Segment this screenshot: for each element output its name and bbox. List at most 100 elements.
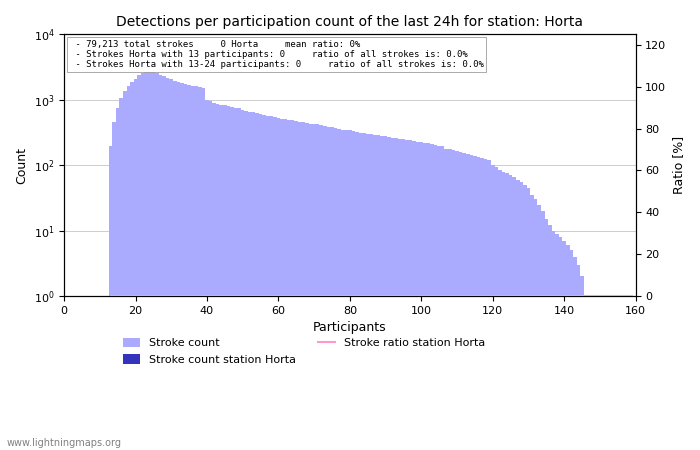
Bar bbox=[566, 245, 570, 450]
Bar bbox=[516, 180, 519, 450]
Bar bbox=[487, 160, 491, 450]
Bar bbox=[548, 225, 552, 450]
Bar bbox=[577, 265, 580, 450]
Bar bbox=[423, 143, 426, 450]
Bar bbox=[523, 185, 526, 450]
Bar bbox=[176, 81, 180, 450]
Bar bbox=[244, 111, 248, 450]
Bar bbox=[230, 107, 234, 450]
Bar bbox=[405, 140, 409, 450]
Bar bbox=[266, 116, 270, 450]
Bar bbox=[387, 137, 391, 450]
Bar bbox=[559, 237, 562, 450]
Bar bbox=[162, 76, 166, 450]
Bar bbox=[202, 88, 205, 450]
Bar bbox=[220, 105, 223, 450]
Bar bbox=[426, 144, 430, 450]
Bar bbox=[580, 276, 584, 450]
Bar bbox=[180, 83, 183, 450]
Bar bbox=[366, 134, 370, 450]
Bar bbox=[316, 125, 319, 450]
Bar bbox=[166, 78, 169, 450]
Bar bbox=[251, 112, 256, 450]
Bar bbox=[430, 144, 434, 450]
Bar bbox=[491, 165, 494, 450]
Bar bbox=[409, 140, 412, 450]
Bar bbox=[341, 130, 344, 450]
Bar bbox=[545, 219, 548, 450]
Bar bbox=[123, 91, 127, 450]
Bar bbox=[130, 81, 134, 450]
Bar bbox=[209, 101, 212, 450]
Bar bbox=[584, 296, 587, 450]
Bar bbox=[295, 121, 298, 450]
Y-axis label: Ratio [%]: Ratio [%] bbox=[672, 136, 685, 194]
Bar bbox=[330, 127, 334, 450]
Bar bbox=[377, 135, 380, 450]
Bar bbox=[484, 159, 487, 450]
Bar bbox=[494, 166, 498, 450]
Bar bbox=[509, 176, 512, 450]
Bar bbox=[555, 234, 559, 450]
Bar bbox=[270, 116, 273, 450]
Bar bbox=[470, 155, 473, 450]
Bar bbox=[120, 99, 123, 450]
Bar bbox=[363, 133, 366, 450]
Bar bbox=[519, 182, 523, 450]
Bar bbox=[298, 122, 302, 450]
Bar bbox=[416, 142, 419, 450]
Bar bbox=[355, 132, 359, 450]
Bar bbox=[463, 153, 466, 450]
Bar bbox=[262, 115, 266, 450]
Bar bbox=[212, 103, 216, 450]
Bar bbox=[323, 126, 327, 450]
Bar bbox=[276, 118, 280, 450]
Bar bbox=[434, 145, 438, 450]
Bar bbox=[256, 113, 259, 450]
Bar bbox=[205, 100, 209, 450]
Bar bbox=[148, 71, 152, 450]
Bar bbox=[155, 73, 159, 450]
Bar bbox=[112, 122, 116, 450]
Text: - 79,213 total strokes     0 Horta     mean ratio: 0%
 - Strokes Horta with 13 p: - 79,213 total strokes 0 Horta mean rati… bbox=[70, 40, 484, 69]
Bar bbox=[466, 154, 470, 450]
Bar bbox=[195, 86, 198, 450]
Bar bbox=[458, 152, 463, 450]
Bar bbox=[541, 211, 545, 450]
Bar bbox=[127, 86, 130, 450]
Bar bbox=[438, 145, 441, 450]
Bar bbox=[241, 110, 244, 450]
Bar bbox=[305, 123, 309, 450]
Bar bbox=[502, 171, 505, 450]
Title: Detections per participation count of the last 24h for station: Horta: Detections per participation count of th… bbox=[116, 15, 583, 29]
Bar bbox=[570, 250, 573, 450]
Bar bbox=[473, 156, 477, 450]
Bar bbox=[291, 120, 295, 450]
Bar bbox=[237, 108, 241, 450]
Bar bbox=[141, 73, 144, 450]
Bar bbox=[419, 142, 423, 450]
Bar bbox=[134, 79, 137, 450]
Bar bbox=[398, 139, 402, 450]
Bar bbox=[227, 106, 230, 450]
Bar bbox=[337, 129, 341, 450]
Bar bbox=[183, 84, 188, 450]
Bar bbox=[191, 86, 195, 450]
Bar bbox=[498, 170, 502, 450]
Bar bbox=[505, 173, 509, 450]
Bar bbox=[573, 256, 577, 450]
Bar bbox=[412, 141, 416, 450]
Bar bbox=[312, 124, 316, 450]
Bar bbox=[234, 108, 237, 450]
Bar bbox=[395, 138, 398, 450]
Bar bbox=[391, 138, 395, 450]
Bar bbox=[452, 150, 455, 450]
Bar bbox=[441, 146, 444, 450]
Bar bbox=[159, 75, 162, 450]
Bar bbox=[259, 114, 262, 450]
Bar bbox=[402, 139, 405, 450]
Bar bbox=[116, 108, 120, 450]
Bar bbox=[477, 157, 480, 450]
Bar bbox=[448, 149, 452, 450]
Bar bbox=[223, 105, 227, 450]
